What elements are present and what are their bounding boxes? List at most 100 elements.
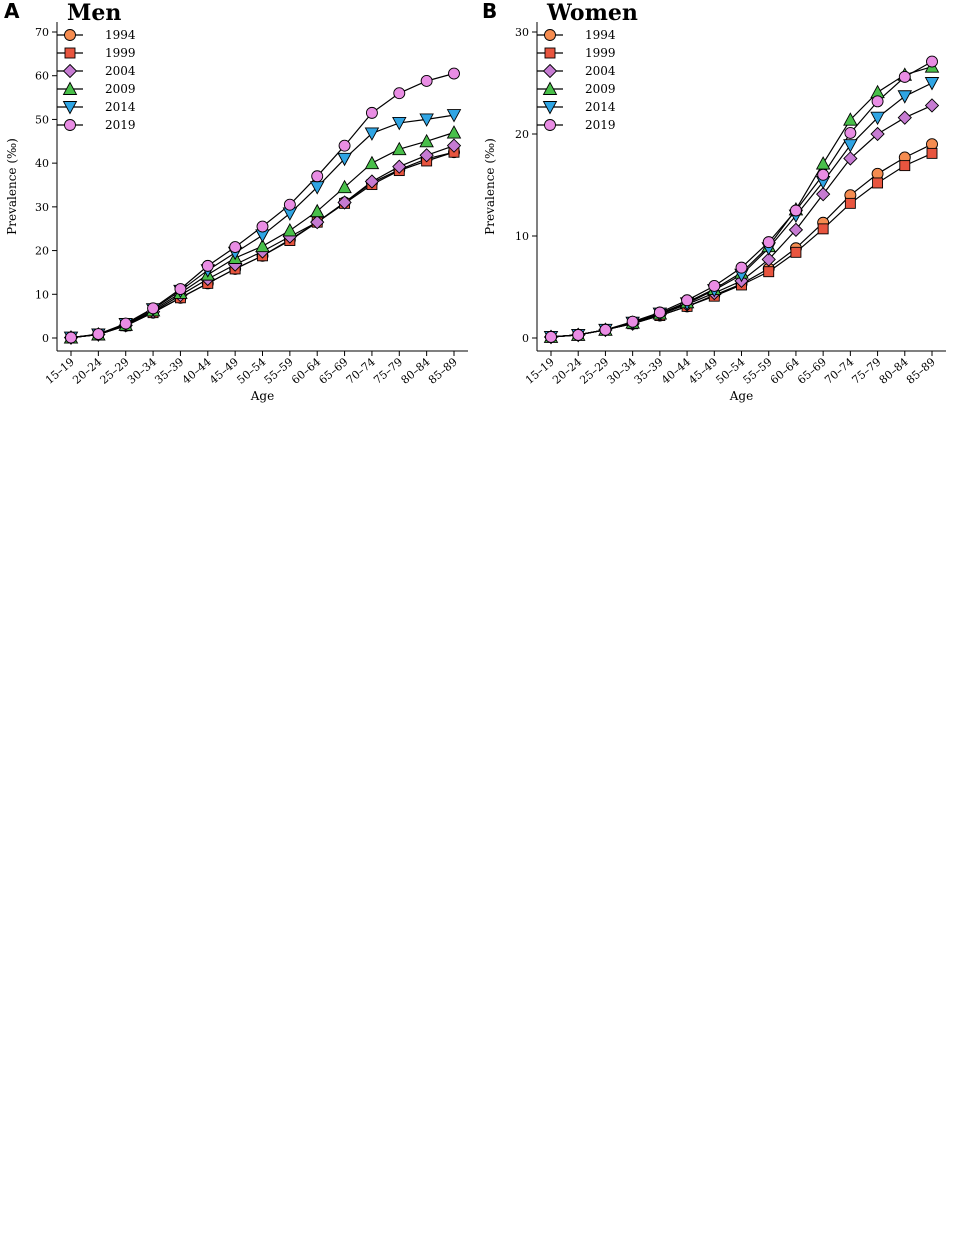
y-tick-label: 0 bbox=[42, 332, 49, 345]
data-point bbox=[364, 155, 380, 170]
data-point bbox=[420, 75, 433, 87]
x-tick-label: 40–44 bbox=[659, 355, 693, 386]
data-point bbox=[843, 151, 858, 166]
data-point bbox=[870, 126, 885, 142]
data-point bbox=[898, 70, 911, 83]
x-tick-label: 65–69 bbox=[316, 355, 350, 386]
x-axis-title: Age bbox=[729, 389, 753, 403]
x-tick-label: 65–69 bbox=[795, 355, 829, 386]
data-point bbox=[735, 261, 748, 274]
legend-marker bbox=[62, 81, 78, 95]
data-point bbox=[762, 236, 775, 249]
data-point bbox=[446, 138, 462, 153]
data-point bbox=[419, 133, 434, 148]
data-point bbox=[817, 168, 830, 181]
data-point bbox=[229, 241, 242, 254]
legend-marker bbox=[542, 63, 558, 79]
panel-letter: A bbox=[4, 0, 20, 23]
data-point bbox=[147, 302, 160, 315]
legend-marker bbox=[544, 47, 556, 59]
x-tick-label: 50–54 bbox=[713, 355, 747, 386]
y-tick-label: 70 bbox=[35, 26, 49, 39]
data-point bbox=[446, 125, 462, 139]
y-tick-label: 40 bbox=[35, 157, 49, 170]
x-tick-label: 25–29 bbox=[98, 355, 132, 386]
y-tick-label: 10 bbox=[515, 230, 529, 243]
data-point bbox=[763, 266, 775, 278]
y-axis-title: Prevalence (‰) bbox=[5, 138, 19, 235]
legend-marker bbox=[544, 119, 556, 131]
legend-marker bbox=[542, 101, 558, 115]
x-tick-label: 40–44 bbox=[180, 355, 214, 386]
x-tick-label: 75–79 bbox=[371, 355, 405, 386]
legend-label: 2009 bbox=[585, 82, 616, 96]
data-point bbox=[572, 328, 585, 341]
legend-marker bbox=[62, 63, 78, 79]
series-2019 bbox=[65, 67, 460, 344]
panel-a: A Men 0 10 20 30 40 50 60 70 15–1920–2425–2930–343… bbox=[4, 0, 468, 403]
data-point bbox=[870, 111, 885, 126]
data-point bbox=[926, 147, 938, 159]
data-point bbox=[815, 156, 831, 170]
legend-label: 2019 bbox=[585, 118, 616, 132]
data-point bbox=[899, 160, 911, 172]
data-point bbox=[337, 195, 352, 210]
series-2004 bbox=[543, 98, 940, 345]
data-point bbox=[393, 87, 406, 100]
data-point bbox=[174, 283, 187, 295]
x-tick-label: 50–54 bbox=[234, 355, 268, 386]
legend-label: 2014 bbox=[105, 100, 136, 114]
data-point bbox=[872, 177, 884, 189]
data-point bbox=[545, 331, 557, 343]
x-tick-label: 35–39 bbox=[152, 355, 186, 386]
legend: 1994 1999 2004 2009 2014 2019 bbox=[537, 28, 616, 132]
data-point bbox=[926, 55, 938, 68]
x-tick-label: 55–59 bbox=[741, 355, 775, 386]
data-point bbox=[897, 90, 913, 104]
data-point bbox=[790, 246, 802, 258]
legend-marker bbox=[64, 47, 76, 59]
series-2019 bbox=[545, 55, 938, 343]
x-tick-label: 15–19 bbox=[43, 355, 77, 386]
data-point bbox=[338, 139, 351, 152]
series-1994 bbox=[545, 138, 938, 343]
x-tick-label: 30–34 bbox=[125, 355, 159, 386]
data-point bbox=[599, 323, 612, 336]
data-point bbox=[283, 198, 296, 211]
data-point bbox=[924, 98, 940, 113]
data-point bbox=[392, 141, 407, 156]
x-tick-label: 25–29 bbox=[577, 355, 611, 386]
data-point bbox=[392, 116, 407, 131]
data-point bbox=[817, 223, 829, 235]
data-point bbox=[871, 95, 884, 108]
data-point bbox=[897, 110, 912, 125]
panel-b: B Women 0 10 20 30 15–1920–2425–2930–3435–3940… bbox=[482, 0, 946, 403]
data-point bbox=[337, 179, 352, 194]
legend-label: 2014 bbox=[585, 100, 616, 114]
y-tick-label: 20 bbox=[515, 128, 529, 141]
x-tick-label: 85–89 bbox=[904, 355, 938, 386]
data-point bbox=[364, 174, 380, 189]
data-point bbox=[419, 113, 434, 127]
data-point bbox=[310, 215, 325, 230]
x-tick-label: 35–39 bbox=[632, 355, 666, 386]
data-point bbox=[816, 187, 831, 202]
y-tick-label: 30 bbox=[515, 26, 529, 39]
x-tick-label: 60–64 bbox=[289, 355, 323, 386]
legend-marker bbox=[64, 119, 76, 131]
x-axis-title: Age bbox=[250, 389, 274, 403]
data-point bbox=[626, 315, 639, 328]
y-tick-label: 0 bbox=[522, 332, 529, 345]
data-point bbox=[448, 67, 460, 80]
data-point bbox=[255, 238, 270, 253]
panel-title: Men bbox=[67, 0, 121, 26]
x-tick-label: 60–64 bbox=[768, 355, 802, 386]
data-point bbox=[119, 317, 132, 330]
x-tick-label: 85–89 bbox=[426, 355, 460, 386]
x-tick-label: 20–24 bbox=[70, 355, 104, 386]
legend: 1994 1999 2004 2009 2014 2019 bbox=[57, 28, 136, 132]
y-tick-label: 10 bbox=[35, 288, 49, 301]
data-point bbox=[365, 106, 378, 119]
data-point bbox=[653, 306, 666, 319]
